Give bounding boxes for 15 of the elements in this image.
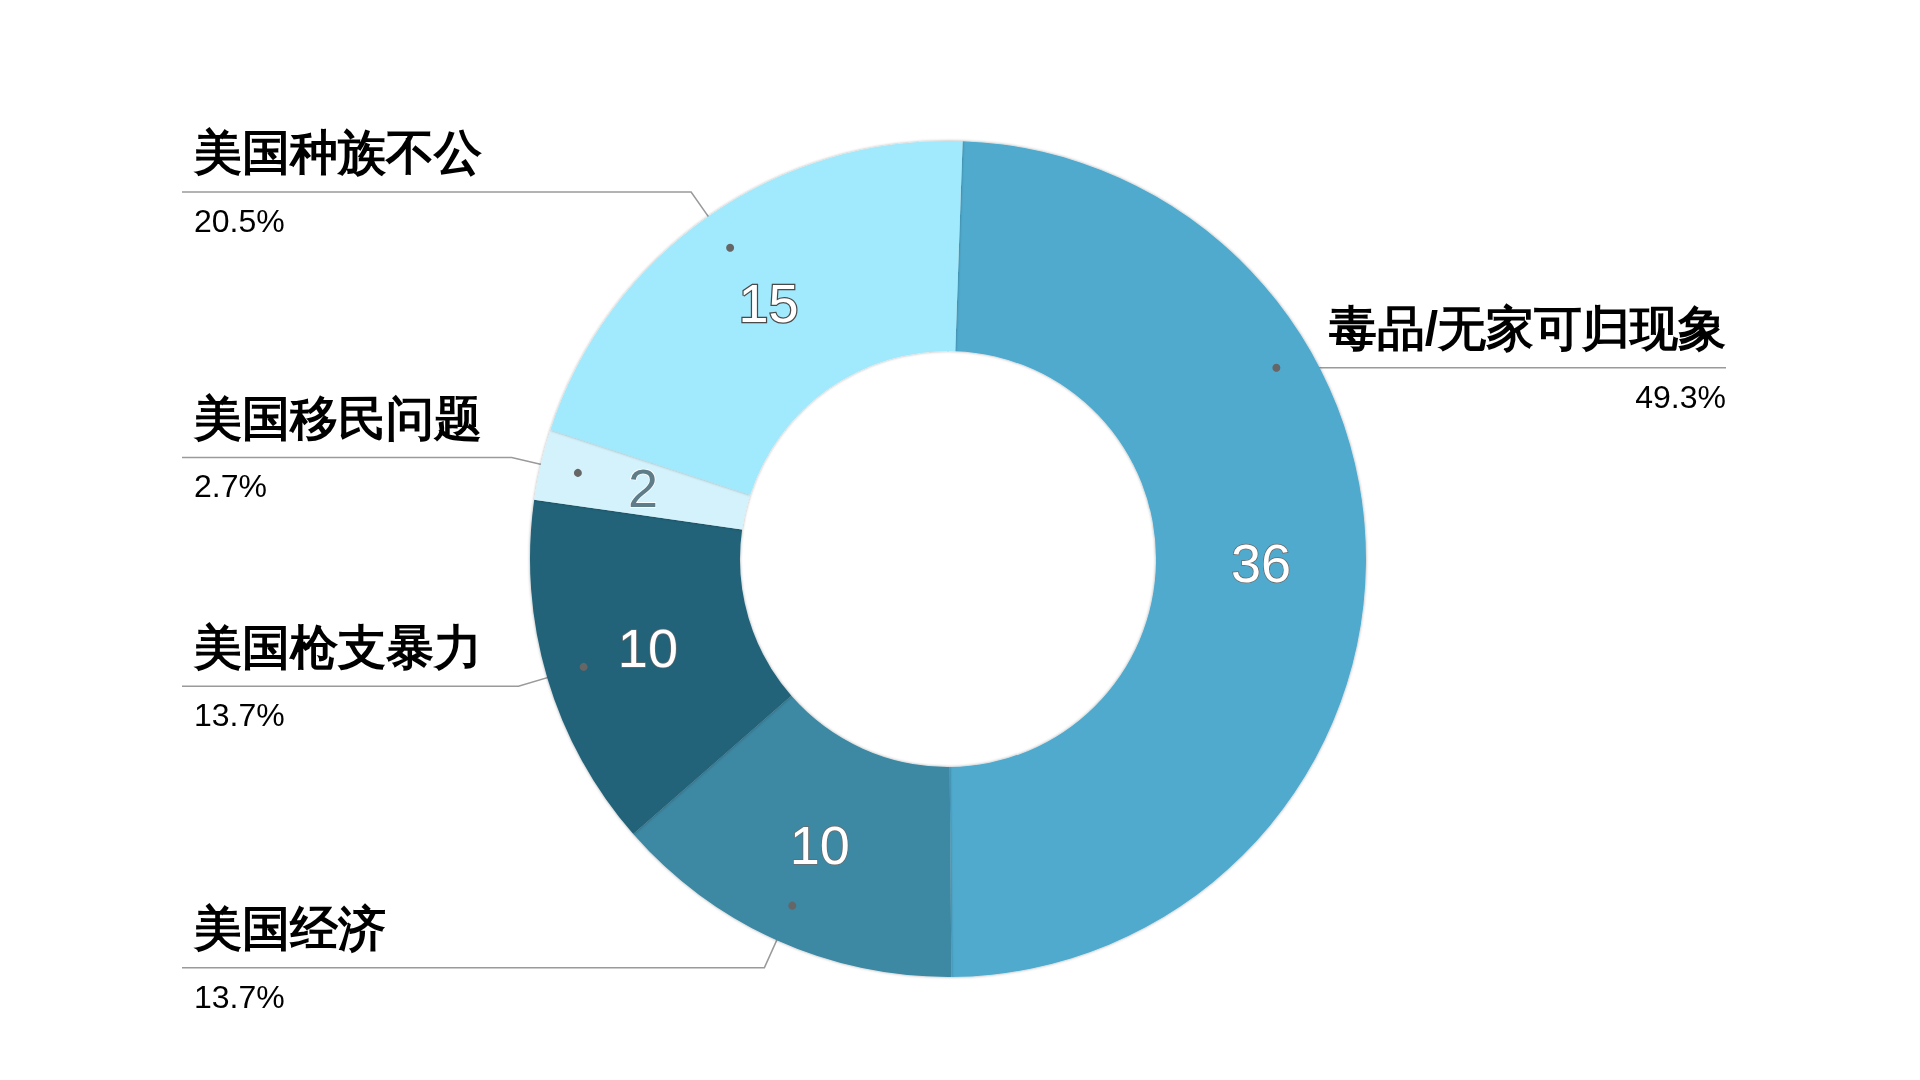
data-label: 2 — [628, 458, 659, 519]
data-label: 10 — [789, 814, 850, 875]
text: 13.7% — [194, 978, 285, 1015]
data-label: 36 — [1230, 533, 1292, 594]
text: 49.3% — [1635, 378, 1726, 415]
slice-label: 美国种族不公 — [193, 126, 482, 180]
slice-label: 美国移民问题 — [193, 391, 482, 445]
slice-label: 美国经济 — [193, 902, 386, 956]
data-label: 10 — [617, 617, 678, 678]
data-label: 15 — [738, 272, 799, 333]
text: 20.5% — [194, 202, 285, 239]
slice-label: 毒品/无家可归现象 — [1328, 302, 1726, 356]
text: 13.7% — [194, 697, 285, 734]
slice-label: 美国枪支暴力 — [193, 620, 482, 674]
text: 2.7% — [194, 468, 267, 505]
